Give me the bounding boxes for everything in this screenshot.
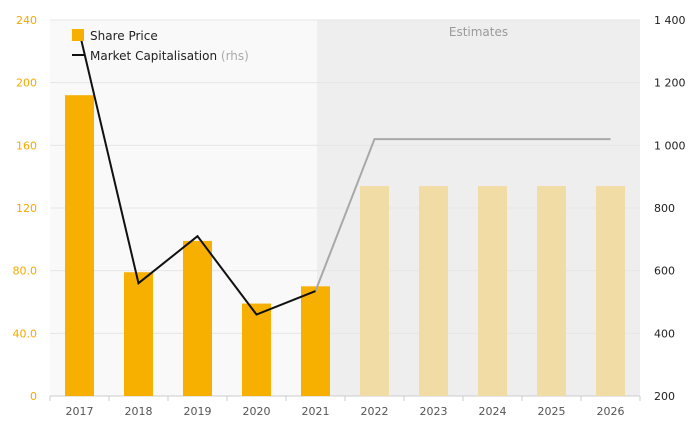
right-tick-label: 600 bbox=[654, 265, 675, 278]
bar-share-price-2022 bbox=[360, 186, 389, 396]
legend-label-market-cap: Market Capitalisation (rhs) bbox=[90, 49, 249, 63]
x-tick-label: 2025 bbox=[538, 405, 566, 418]
x-tick-label: 2022 bbox=[361, 405, 389, 418]
bar-share-price-2026 bbox=[596, 186, 625, 396]
market-cap-line bbox=[78, 32, 611, 316]
left-axis: 0 40.0 80.0 120 160 200 240 bbox=[13, 14, 38, 403]
right-tick-label: 200 bbox=[654, 390, 675, 403]
bar-share-price-2019 bbox=[183, 240, 212, 396]
bar-share-price-2023 bbox=[419, 186, 448, 396]
x-tick-label: 2019 bbox=[184, 405, 212, 418]
right-axis: 200 400 600 800 1 000 1 200 1 400 bbox=[654, 14, 686, 403]
legend-label-market-cap-name: Market Capitalisation bbox=[90, 49, 217, 63]
x-tick-label: 2023 bbox=[420, 405, 448, 418]
legend-swatch-share-price bbox=[72, 29, 84, 41]
x-axis: 2017 2018 2019 2020 2021 2022 2023 2024 2025 2026 bbox=[49, 396, 641, 418]
right-tick-label: 1 000 bbox=[654, 139, 686, 152]
left-tick-label: 0 bbox=[30, 390, 37, 403]
left-tick-label: 80.0 bbox=[13, 265, 38, 278]
legend-label-market-cap-suffix: (rhs) bbox=[221, 49, 249, 63]
left-tick-label: 200 bbox=[16, 77, 37, 90]
legend-label-share-price: Share Price bbox=[90, 29, 158, 43]
x-tick-label: 2017 bbox=[66, 405, 94, 418]
left-tick-label: 120 bbox=[16, 202, 37, 215]
bar-share-price-2024 bbox=[478, 186, 507, 396]
right-tick-label: 400 bbox=[654, 327, 675, 340]
x-tick-label: 2021 bbox=[302, 405, 330, 418]
bar-share-price-2021 bbox=[301, 286, 330, 396]
bar-share-price-2020 bbox=[242, 303, 271, 396]
bar-share-price-2018 bbox=[124, 272, 153, 396]
market-cap-line-actual bbox=[78, 32, 316, 316]
right-tick-label: 1 400 bbox=[654, 14, 686, 27]
left-tick-label: 160 bbox=[16, 139, 37, 152]
x-tick-label: 2018 bbox=[125, 405, 153, 418]
right-tick-label: 800 bbox=[654, 202, 675, 215]
x-tick-label: 2026 bbox=[597, 405, 625, 418]
estimates-label: Estimates bbox=[449, 25, 508, 39]
right-tick-label: 1 200 bbox=[654, 77, 686, 90]
market-cap-line-estimate bbox=[314, 138, 611, 292]
left-tick-label: 40.0 bbox=[13, 327, 38, 340]
x-tick-label: 2024 bbox=[479, 405, 507, 418]
x-tick-label: 2020 bbox=[243, 405, 271, 418]
bars bbox=[65, 95, 625, 396]
left-tick-label: 240 bbox=[16, 14, 37, 27]
legend: Share Price Market Capitalisation (rhs) bbox=[72, 29, 249, 63]
bar-share-price-2017 bbox=[65, 95, 94, 396]
bar-share-price-2025 bbox=[537, 186, 566, 396]
